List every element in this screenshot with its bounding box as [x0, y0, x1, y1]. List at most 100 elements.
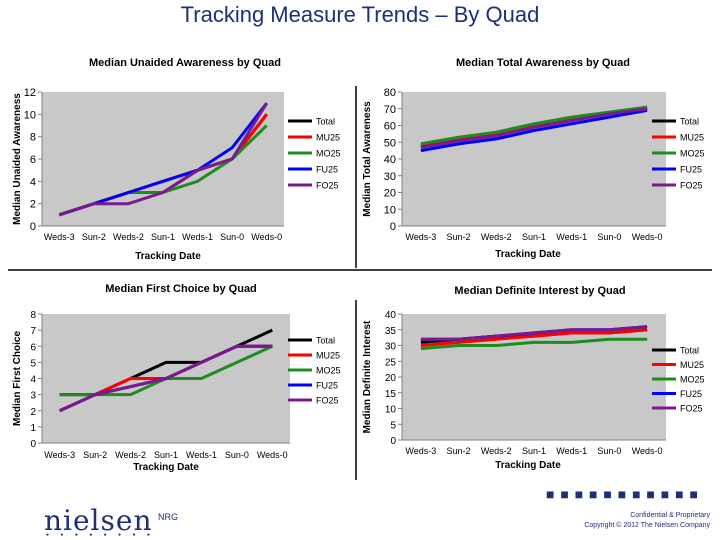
legend-label: MU25 [680, 133, 704, 143]
legend-label: MO25 [316, 149, 341, 159]
legend-label: FU25 [680, 389, 702, 399]
y-tick-label: 8 [30, 132, 36, 144]
x-tick-label: Sun-1 [151, 232, 175, 242]
y-tick-label: 0 [30, 439, 36, 450]
y-tick-label: 4 [30, 176, 36, 188]
y-tick-label: 12 [24, 87, 36, 99]
x-tick-label: Weds-1 [556, 446, 587, 456]
legend-label: MO25 [680, 375, 705, 385]
y-axis-label: Median First Choice [12, 331, 23, 426]
y-tick-label: 40 [385, 310, 397, 321]
x-tick-label: Weds-2 [115, 450, 146, 460]
x-tick-label: Weds-0 [251, 232, 282, 242]
x-tick-label: Weds-3 [44, 232, 75, 242]
legend-label: MO25 [316, 366, 341, 376]
x-tick-label: Weds-0 [632, 232, 663, 242]
x-tick-label: Sun-0 [220, 232, 244, 242]
y-tick-label: 10 [385, 405, 397, 416]
confidential-text: Confidential & Proprietary [630, 512, 710, 519]
chart-title: Median Definite Interest by Quad [454, 285, 625, 297]
y-tick-label: 40 [384, 154, 396, 166]
series-line-fu25 [420, 108, 648, 153]
y-tick-label: 10 [384, 204, 396, 216]
y-tick-label: 20 [384, 188, 396, 200]
x-tick-label: Sun-0 [597, 446, 621, 456]
legend-label: MU25 [680, 360, 704, 370]
legend-label: FO25 [680, 181, 703, 191]
y-tick-label: 1 [30, 423, 36, 434]
y-tick-label: 4 [30, 375, 36, 386]
series-line-mu25 [420, 328, 648, 347]
y-axis-label: Median Definite Interest [362, 320, 373, 433]
x-tick-label: Weds-3 [44, 450, 75, 460]
x-tick-label: Weds-3 [405, 232, 436, 242]
x-tick-label: Sun-1 [522, 232, 546, 242]
y-tick-label: 6 [30, 342, 36, 353]
chart-title: Median Total Awareness by Quad [456, 57, 630, 69]
y-tick-label: 25 [385, 357, 397, 368]
y-tick-label: 8 [30, 310, 36, 321]
y-tick-label: 5 [30, 358, 36, 369]
y-tick-label: 5 [390, 420, 396, 431]
y-tick-label: 15 [385, 389, 397, 400]
series-line-fo25 [59, 344, 273, 413]
y-tick-label: 0 [390, 436, 396, 447]
legend-label: MU25 [316, 133, 340, 143]
y-axis-label: Median Unaided Awareness [12, 93, 23, 225]
y-tick-label: 60 [384, 121, 396, 133]
nielsen-logo: nielsen [44, 504, 153, 537]
x-tick-label: Sun-2 [83, 450, 107, 460]
x-axis-label: Tracking Date [135, 251, 201, 262]
chart-title: Median Unaided Awareness by Quad [89, 57, 281, 69]
legend-label: Total [316, 117, 335, 127]
x-tick-label: Weds-1 [556, 232, 587, 242]
y-tick-label: 35 [385, 326, 397, 337]
y-tick-label: 2 [30, 407, 36, 418]
legend-label: FO25 [316, 396, 339, 406]
x-tick-label: Sun-2 [82, 232, 106, 242]
series-line-fo25 [58, 102, 268, 217]
series-line-fo25 [420, 325, 648, 341]
legend-label: FO25 [680, 404, 703, 414]
legend-label: FU25 [680, 165, 702, 175]
x-tick-label: Weds-3 [405, 446, 436, 456]
y-tick-label: 50 [384, 137, 396, 149]
footer-confidential: Confidential & Proprietary Copyright © 2… [584, 511, 710, 531]
y-tick-label: 7 [30, 326, 36, 337]
y-tick-label: 0 [30, 221, 36, 233]
x-tick-label: Sun-0 [597, 232, 621, 242]
series-line-mo25 [420, 105, 648, 146]
x-axis-label: Tracking Date [133, 462, 199, 473]
chart-title: Median First Choice by Quad [105, 283, 257, 295]
legend-label: MU25 [316, 351, 340, 361]
page-title: Tracking Measure Trends – By Quad [180, 2, 540, 27]
series-line-mo25 [420, 337, 648, 351]
x-tick-label: Sun-1 [522, 446, 546, 456]
legend-label: Total [680, 117, 699, 127]
footer-dots: ■ ■ ■ ■ ■ ■ ■ ■ ■ ■ ■ [546, 486, 699, 502]
x-tick-label: Weds-2 [481, 232, 512, 242]
footer-label: NRG [158, 512, 178, 522]
y-tick-label: 6 [30, 154, 36, 166]
x-tick-label: Weds-2 [113, 232, 144, 242]
y-tick-label: 70 [384, 104, 396, 116]
x-axis-label: Tracking Date [495, 460, 561, 471]
y-tick-label: 80 [384, 87, 396, 99]
y-tick-label: 0 [390, 221, 396, 233]
x-tick-label: Sun-1 [154, 450, 178, 460]
y-tick-label: 3 [30, 391, 36, 402]
x-axis-label: Tracking Date [495, 249, 561, 260]
y-axis-label: Median Total Awareness [362, 101, 373, 217]
y-tick-label: 2 [30, 199, 36, 211]
x-tick-label: Weds-1 [186, 450, 217, 460]
x-tick-label: Weds-0 [257, 450, 288, 460]
x-tick-label: Weds-2 [481, 446, 512, 456]
x-tick-label: Sun-2 [447, 446, 471, 456]
legend-label: MO25 [680, 149, 705, 159]
plot-area [42, 92, 284, 226]
y-tick-label: 30 [385, 342, 397, 353]
legend-label: FU25 [316, 165, 338, 175]
x-tick-label: Weds-1 [182, 232, 213, 242]
y-tick-label: 20 [385, 373, 397, 384]
